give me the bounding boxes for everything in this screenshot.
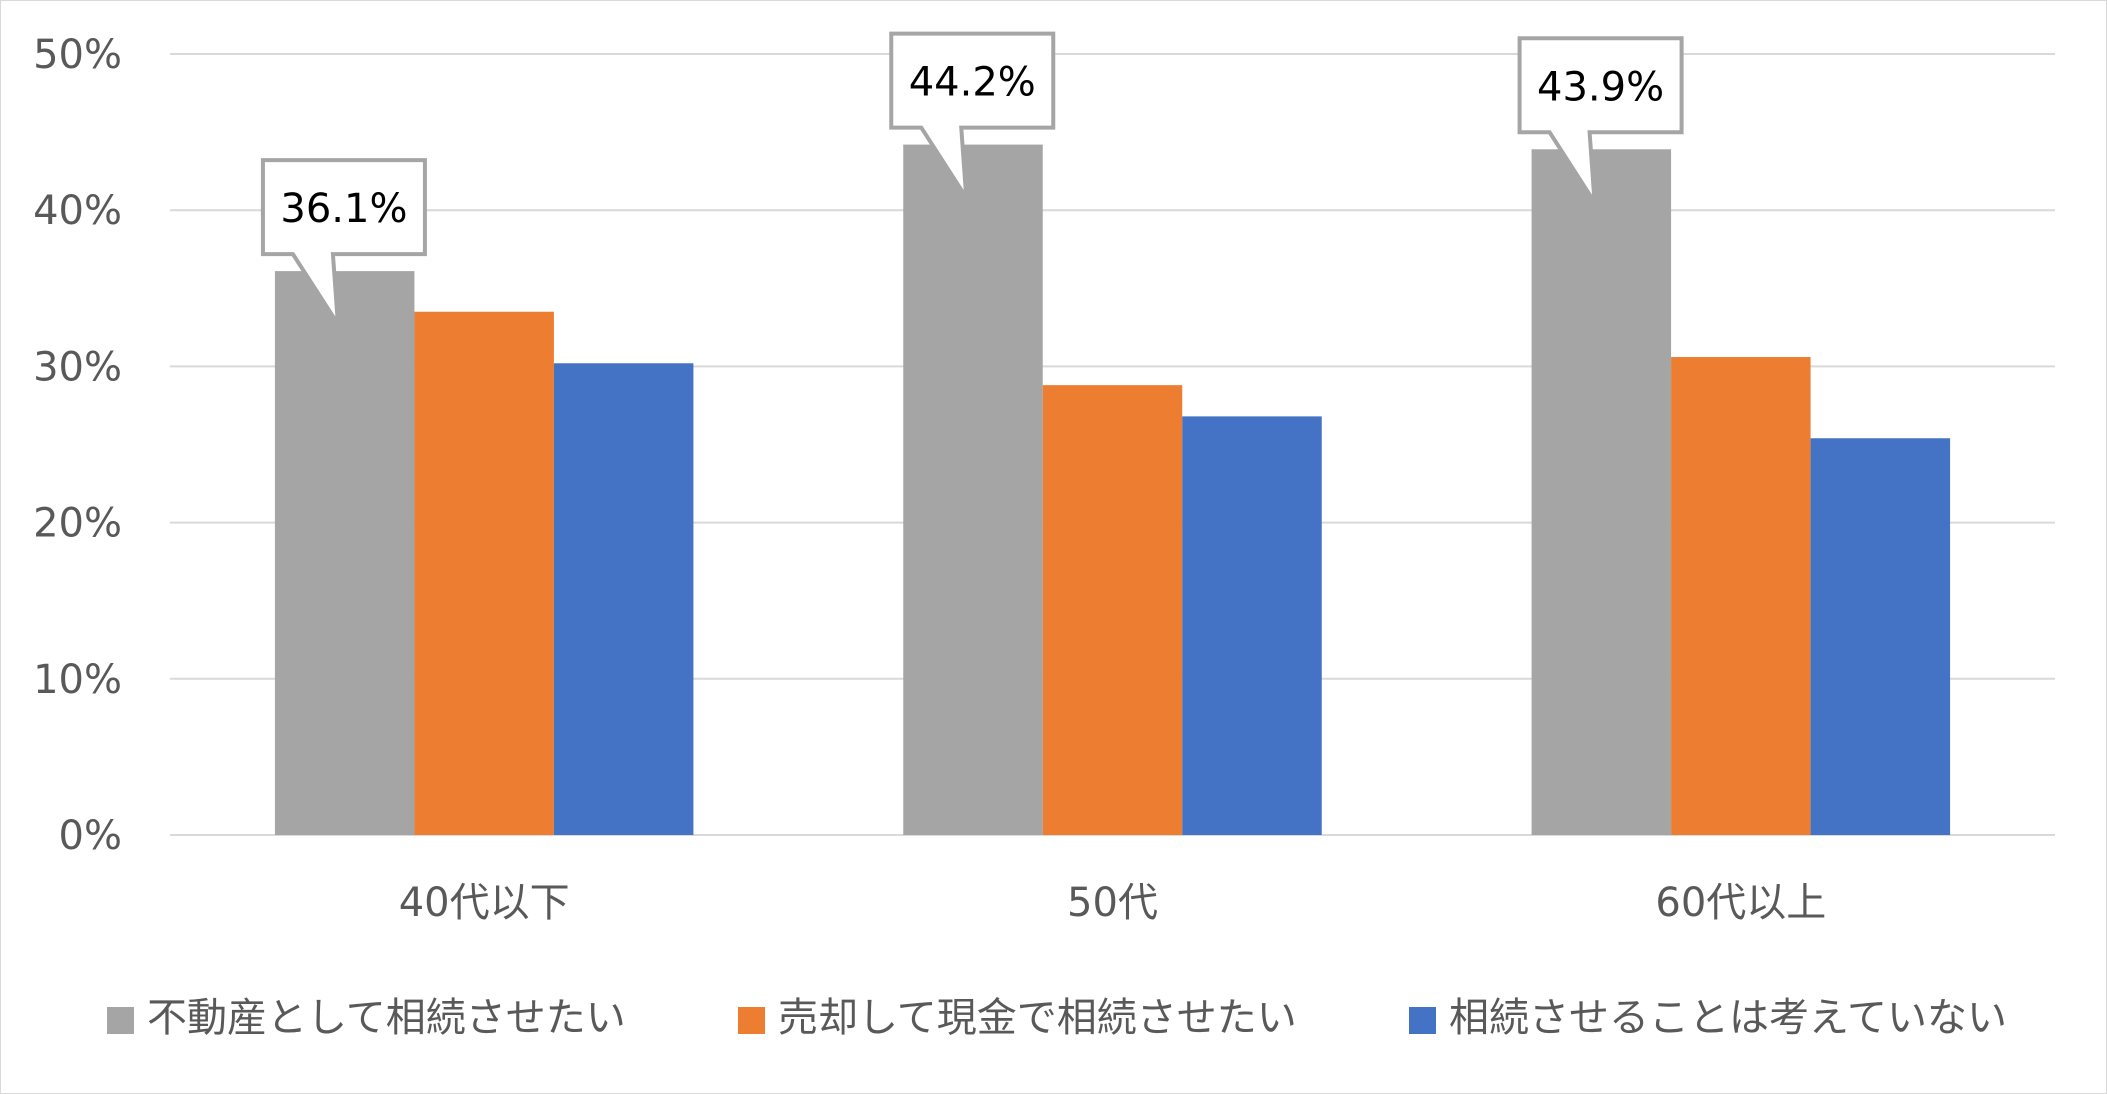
legend-swatch xyxy=(738,1007,765,1034)
y-tick-label: 30% xyxy=(33,344,122,390)
bar xyxy=(414,311,554,836)
legend-entry: 不動産として相続させたい xyxy=(107,995,626,1041)
y-tick-label: 40% xyxy=(33,188,122,234)
y-tick-label: 10% xyxy=(33,657,122,703)
callout-value-label: 36.1% xyxy=(280,186,407,232)
y-tick-label: 50% xyxy=(33,32,122,78)
legend-entry: 相続させることは考えていない xyxy=(1409,995,2007,1041)
bar xyxy=(1182,416,1322,835)
x-axis-categories: 40代以下 50代 60代以上 xyxy=(399,880,1827,926)
bar xyxy=(1531,149,1672,836)
legend-label: 相続させることは考えていない xyxy=(1449,995,2007,1041)
y-tick-label: 20% xyxy=(33,501,122,547)
x-category-label: 40代以下 xyxy=(399,880,570,926)
callout-bubble xyxy=(260,158,427,326)
data-callouts: 36.1% 44.2% 43.9% xyxy=(260,31,1684,326)
x-category-label: 60代以上 xyxy=(1655,880,1826,926)
bars xyxy=(274,144,1951,836)
y-tick-label: 0% xyxy=(59,813,122,859)
y-axis-ticks: 0% 10% 20% 30% 40% 50% xyxy=(33,32,122,859)
data-callout: 44.2% xyxy=(889,31,1056,199)
bar xyxy=(1042,385,1183,835)
legend-label: 売却して現金で相続させたい xyxy=(778,995,1297,1041)
bar xyxy=(274,271,415,835)
bar xyxy=(1671,357,1811,835)
bar xyxy=(903,144,1043,835)
data-callout: 43.9% xyxy=(1517,36,1684,204)
bar xyxy=(553,363,694,835)
legend-label: 不動産として相続させたい xyxy=(147,995,626,1041)
callout-bubble xyxy=(1517,36,1684,204)
callout-value-label: 43.9% xyxy=(1537,64,1664,110)
x-category-label: 50代 xyxy=(1067,880,1158,926)
bar xyxy=(1810,438,1951,835)
callout-value-label: 44.2% xyxy=(909,60,1036,106)
legend-swatch xyxy=(107,1007,134,1034)
legend: 不動産として相続させたい 売却して現金で相続させたい 相続させることは考えていない xyxy=(107,995,2007,1041)
data-callout: 36.1% xyxy=(260,158,427,326)
callout-bubble xyxy=(889,31,1056,199)
legend-swatch xyxy=(1409,1007,1436,1034)
legend-entry: 売却して現金で相続させたい xyxy=(738,995,1297,1041)
